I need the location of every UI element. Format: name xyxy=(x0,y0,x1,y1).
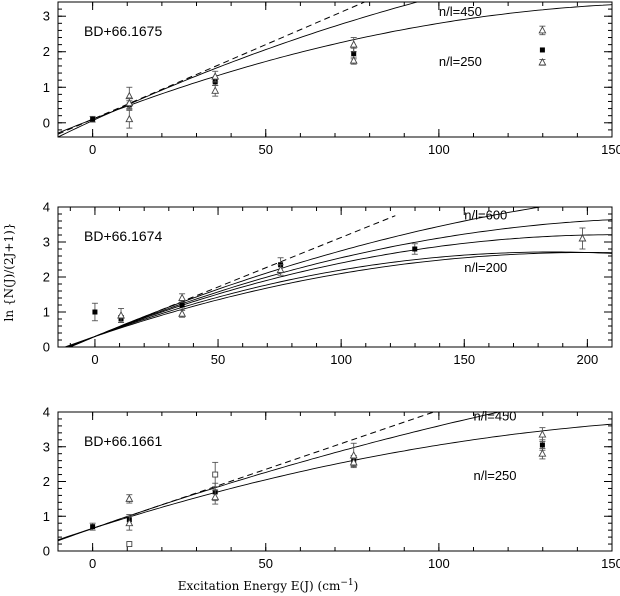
data-point-triangle xyxy=(349,56,358,64)
x-tick-label: 200 xyxy=(577,352,599,367)
model-curve-2 xyxy=(58,423,612,541)
x-tick-label: 0 xyxy=(89,142,96,157)
y-tick-label: 3 xyxy=(43,235,50,250)
curve-label: n/l=250 xyxy=(474,468,517,483)
data-point-triangle xyxy=(349,450,358,459)
data-point-square xyxy=(412,246,418,252)
x-tick-label: 100 xyxy=(330,352,352,367)
x-tick-label: 50 xyxy=(259,142,273,157)
data-point-triangle xyxy=(125,494,134,502)
curve-label: n/l=600 xyxy=(464,207,507,222)
data-point-square xyxy=(351,51,357,57)
data-point-triangle xyxy=(349,457,358,466)
y-tick-label: 2 xyxy=(43,474,50,489)
y-tick-label: 0 xyxy=(43,544,50,559)
data-point-open-square xyxy=(212,471,219,478)
x-tick-label: 50 xyxy=(211,352,225,367)
data-point-triangle xyxy=(125,98,134,107)
data-point-triangle xyxy=(578,234,587,242)
data-point-triangle xyxy=(538,25,547,34)
data-point-square xyxy=(92,309,98,315)
x-tick-label: 0 xyxy=(91,352,98,367)
curve-label: n/l=450 xyxy=(474,409,517,424)
curve-label: n/l=250 xyxy=(439,54,482,69)
data-point-triangle xyxy=(178,309,187,317)
model-curve-3 xyxy=(67,234,612,347)
x-tick-label: 50 xyxy=(259,556,273,571)
data-point-triangle xyxy=(211,86,220,94)
y-tick-label: 1 xyxy=(43,509,50,524)
data-point-triangle xyxy=(125,114,134,123)
y-tick-label: 4 xyxy=(43,405,50,420)
curve-label: n/l=200 xyxy=(464,260,507,275)
y-tick-label: 0 xyxy=(43,340,50,355)
y-axis-label: ln {N(J)/(2J+1)} xyxy=(2,223,16,322)
x-axis-label-sup: −1 xyxy=(340,578,353,588)
data-point-open-square xyxy=(126,541,133,547)
model-curve-2 xyxy=(68,219,612,347)
y-tick-label: 4 xyxy=(43,200,50,215)
y-tick-label: 0 xyxy=(43,115,50,130)
model-curve-1 xyxy=(58,2,420,137)
star-name-2: BD+66.1674 xyxy=(84,228,162,244)
star-name-1: BD+66.1675 xyxy=(84,23,162,39)
model-curve-4 xyxy=(66,251,612,347)
star-name-3: BD+66.1661 xyxy=(84,433,162,449)
y-tick-label: 3 xyxy=(43,9,50,24)
data-point-square xyxy=(539,442,545,448)
data-point-triangle xyxy=(117,311,125,319)
x-tick-label: 100 xyxy=(428,142,450,157)
data-point-square xyxy=(90,524,96,530)
y-tick-label: 3 xyxy=(43,439,50,454)
x-axis-label: Excitation Energy E(J) (cm−1) xyxy=(178,578,359,593)
y-tick-label: 2 xyxy=(43,270,50,285)
model-curve-5 xyxy=(63,252,612,347)
data-point-triangle xyxy=(538,57,547,66)
y-tick-label: 1 xyxy=(43,80,50,95)
data-point-triangle xyxy=(538,430,547,438)
model-curve-1 xyxy=(69,207,544,347)
y-tick-label: 1 xyxy=(43,305,50,320)
data-point-triangle xyxy=(125,518,134,527)
data-point-square xyxy=(179,302,185,308)
data-point-triangle xyxy=(211,72,220,80)
data-point-triangle xyxy=(178,293,187,301)
x-tick-label: 100 xyxy=(428,556,450,571)
x-tick-label: 150 xyxy=(453,352,475,367)
dashed-line xyxy=(58,412,436,541)
data-point-triangle xyxy=(211,492,220,501)
x-axis-label-close: ) xyxy=(354,579,359,593)
data-point-triangle xyxy=(349,40,358,48)
x-tick-label: 0 xyxy=(89,556,96,571)
model-curve-2 xyxy=(58,4,612,134)
data-point-triangle xyxy=(538,449,547,457)
x-tick-label: 150 xyxy=(601,556,620,571)
dashed-line xyxy=(58,2,366,135)
data-point-triangle xyxy=(276,265,285,273)
x-tick-label: 150 xyxy=(601,142,620,157)
model-curve-1 xyxy=(58,412,502,542)
y-tick-label: 2 xyxy=(43,44,50,59)
x-axis-label-main: Excitation Energy E(J) (cm xyxy=(178,579,341,593)
data-point-square xyxy=(90,116,96,122)
curve-label: n/l=450 xyxy=(439,4,482,19)
data-point-square xyxy=(539,47,545,53)
